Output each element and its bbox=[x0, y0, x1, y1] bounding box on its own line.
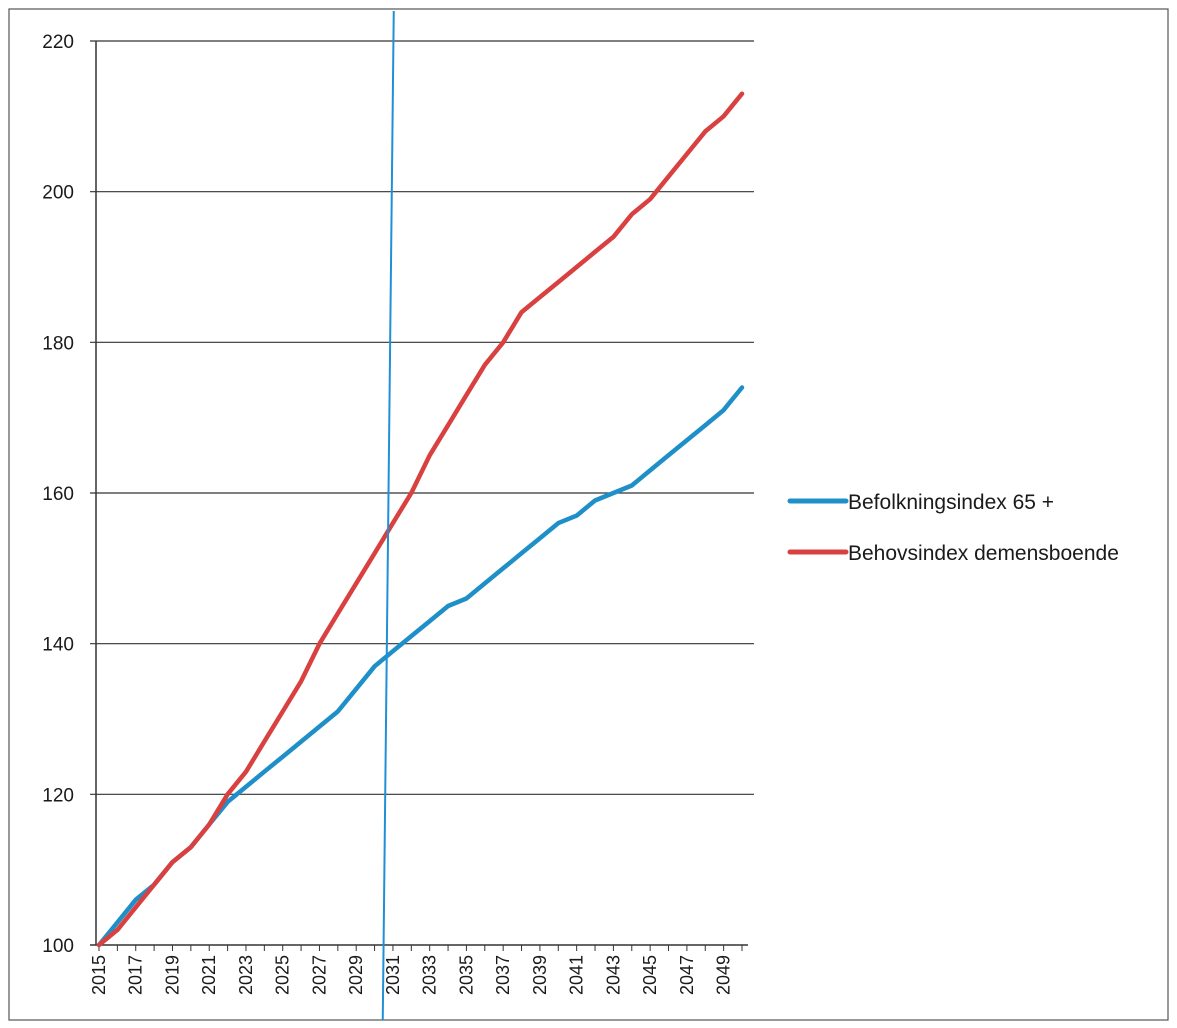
y-tick-label-180: 180 bbox=[42, 333, 74, 354]
x-tick-label-2033: 2033 bbox=[420, 955, 440, 995]
x-tick-label-2037: 2037 bbox=[493, 955, 513, 995]
y-tick-label-100: 100 bbox=[42, 936, 74, 957]
x-tick-label-2043: 2043 bbox=[603, 955, 623, 995]
x-tick-label-2041: 2041 bbox=[567, 955, 587, 995]
reference-line bbox=[381, 10, 395, 1021]
x-tick-label-2035: 2035 bbox=[456, 955, 476, 995]
x-tick-label-2031: 2031 bbox=[383, 955, 403, 995]
x-tick-label-2049: 2049 bbox=[714, 955, 734, 995]
x-tick-label-2019: 2019 bbox=[162, 955, 182, 995]
x-tick-label-2017: 2017 bbox=[126, 955, 146, 995]
x-tick-label-2047: 2047 bbox=[677, 955, 697, 995]
legend-label-1: Befolkningsindex 65 + bbox=[848, 491, 1054, 514]
gridlines bbox=[90, 40, 754, 795]
y-tick-label-160: 160 bbox=[42, 484, 74, 505]
series-lines bbox=[96, 91, 745, 948]
y-tick-label-120: 120 bbox=[42, 785, 74, 806]
x-tick-label-2045: 2045 bbox=[640, 955, 660, 995]
reference-vertical-line bbox=[381, 10, 395, 1021]
x-tick-label-2029: 2029 bbox=[346, 955, 366, 995]
y-axis-tick-labels: 100 120 140 160 180 200 220 bbox=[42, 32, 74, 957]
chart-border bbox=[8, 8, 1169, 1021]
y-tick-label-140: 140 bbox=[42, 635, 74, 656]
x-axis-tick-labels: 2015 2017 2019 2021 2023 2025 2027 2029 2031 2033… bbox=[89, 955, 734, 995]
axes bbox=[90, 41, 748, 951]
x-tick-label-2039: 2039 bbox=[530, 955, 550, 995]
x-tick-label-2021: 2021 bbox=[199, 955, 219, 995]
x-tick-label-2023: 2023 bbox=[236, 955, 256, 995]
x-tick-label-2027: 2027 bbox=[309, 955, 329, 995]
legend-label-2: Behovsindex demensboende bbox=[848, 542, 1119, 565]
y-tick-label-200: 200 bbox=[42, 183, 74, 204]
y-tick-label-220: 220 bbox=[42, 32, 74, 53]
series-line-2 bbox=[96, 91, 745, 948]
legend: Befolkningsindex 65 + Behovsindex demensb… bbox=[787, 491, 1119, 565]
x-tick-label-2025: 2025 bbox=[273, 955, 293, 995]
x-tick-label-2015: 2015 bbox=[89, 955, 109, 995]
